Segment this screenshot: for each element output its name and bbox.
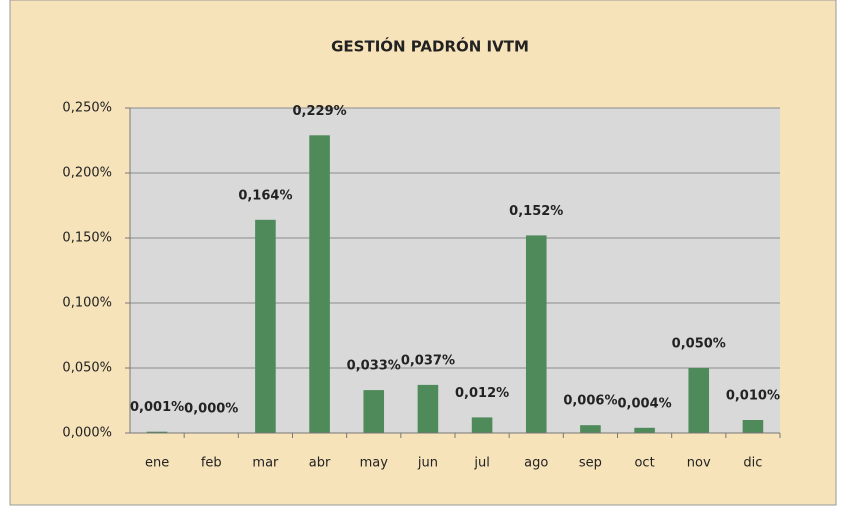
value-label: 0,001%	[130, 400, 184, 415]
x-tick-label: jul	[473, 456, 489, 471]
value-label: 0,164%	[238, 188, 292, 203]
value-label: 0,152%	[509, 204, 563, 219]
y-tick-label: 0,050%	[62, 361, 112, 376]
x-tick-label: nov	[687, 456, 711, 471]
bar	[471, 417, 493, 433]
value-label: 0,006%	[563, 394, 617, 409]
x-tick-label: feb	[201, 456, 222, 471]
x-tick-label: mar	[252, 456, 279, 471]
value-label: 0,033%	[347, 359, 401, 374]
x-tick-label: jun	[417, 456, 438, 471]
x-tick-label: dic	[743, 456, 762, 471]
value-label: 0,037%	[401, 353, 455, 368]
x-tick-label: ago	[524, 456, 548, 471]
value-label: 0,229%	[293, 104, 347, 119]
bar	[634, 427, 655, 433]
y-tick-label: 0,100%	[62, 296, 112, 311]
bar	[363, 390, 385, 433]
value-label: 0,004%	[618, 396, 672, 411]
x-tick-label: oct	[634, 456, 654, 471]
value-label: 0,050%	[672, 337, 726, 352]
y-tick-label: 0,000%	[62, 426, 112, 441]
value-label: 0,012%	[455, 386, 509, 401]
x-tick-label: ene	[145, 456, 169, 471]
plot-area	[130, 108, 780, 433]
value-label: 0,000%	[184, 402, 238, 417]
bar	[580, 425, 601, 433]
chart-title: GESTIÓN PADRÓN IVTM	[331, 37, 529, 56]
bar	[742, 420, 764, 433]
value-label: 0,010%	[726, 389, 780, 404]
x-tick-label: may	[360, 456, 389, 471]
y-tick-label: 0,250%	[62, 101, 112, 116]
y-tick-label: 0,150%	[62, 231, 112, 246]
bar	[309, 135, 330, 434]
bar	[255, 219, 276, 433]
bar	[146, 431, 168, 433]
bar	[417, 384, 439, 433]
bar	[688, 368, 710, 433]
x-tick-label: sep	[579, 456, 602, 471]
x-tick-label: abr	[309, 456, 331, 471]
bar	[525, 235, 547, 433]
y-tick-label: 0,200%	[62, 166, 112, 181]
